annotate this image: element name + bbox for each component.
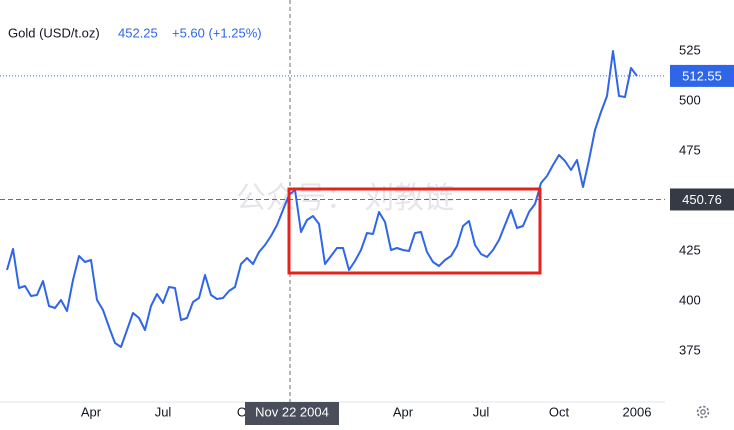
- price: 452.25: [118, 25, 158, 40]
- x-tick-label: Jul: [155, 404, 172, 419]
- price-change: +5.60 (+1.25%): [172, 25, 262, 40]
- x-tick-label: Oct: [549, 404, 570, 419]
- crosshair-date-label: Nov 22 2004: [255, 404, 329, 419]
- y-tick-label: 425: [679, 242, 701, 257]
- instrument-title: Gold (USD/t.oz): [8, 25, 100, 40]
- last-price-label: 512.55: [682, 68, 722, 83]
- crosshair-price-box: [670, 188, 734, 211]
- highlight-box: [287, 187, 542, 275]
- settings-icon[interactable]: [696, 405, 710, 419]
- last-price-box: [670, 64, 734, 87]
- crosshair-date-box: [245, 402, 339, 425]
- x-tick-label: Apr: [81, 404, 102, 419]
- y-tick-label: 400: [679, 292, 701, 307]
- watermark: 公众号： 刘教链: [236, 182, 454, 215]
- y-tick-label: 525: [679, 42, 701, 57]
- y-tick-label: 375: [679, 342, 701, 357]
- y-tick-label: 500: [679, 92, 701, 107]
- x-tick-label: Jul: [473, 404, 490, 419]
- crosshair-price-label: 450.76: [682, 192, 722, 207]
- price-line: [6, 50, 638, 348]
- y-tick-label: 475: [679, 142, 701, 157]
- x-tick-label: Apr: [393, 404, 414, 419]
- plot-area: 公众号： 刘教链: [0, 50, 665, 348]
- x-tick-label: 2006: [623, 404, 652, 419]
